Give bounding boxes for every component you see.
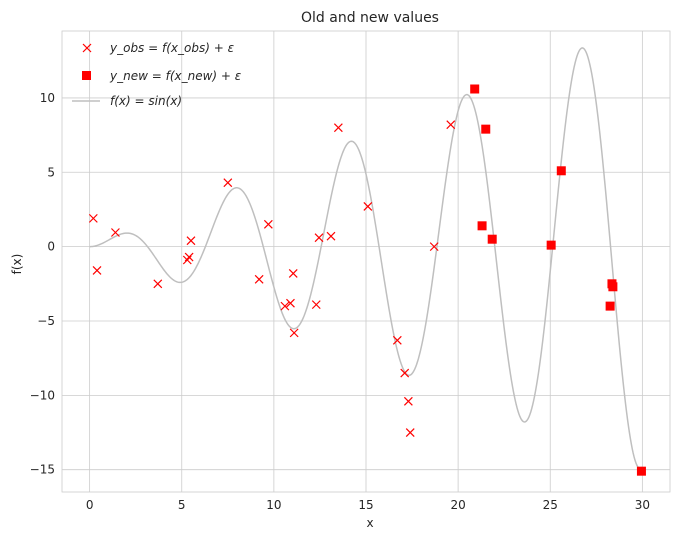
obs-point <box>263 219 273 229</box>
obs-point <box>311 300 321 310</box>
obs-point <box>254 274 264 284</box>
obs-point <box>88 213 98 223</box>
obs-point <box>400 368 410 378</box>
obs-point <box>186 236 196 246</box>
new-point <box>470 84 480 94</box>
obs-point <box>405 428 415 437</box>
obs-point <box>223 178 233 188</box>
x-tick-label: 25 <box>543 498 558 512</box>
obs-point <box>392 335 402 345</box>
new-point <box>636 466 646 476</box>
obs-point <box>92 265 102 275</box>
plot-frame <box>61 30 671 493</box>
y-tick-label: −5 <box>37 314 55 328</box>
obs-point <box>280 301 290 311</box>
new-point <box>477 221 487 231</box>
new-point <box>487 234 497 244</box>
y-axis-label: f(x) <box>10 254 24 275</box>
x-tick-label: 5 <box>178 498 186 512</box>
x-axis-label: x <box>366 516 373 530</box>
obs-point <box>286 298 295 308</box>
obs-point <box>111 228 120 237</box>
legend-marker-new <box>82 71 91 80</box>
obs-point <box>153 279 163 289</box>
legend-marker-obs <box>82 43 92 53</box>
new-point <box>608 282 618 292</box>
x-tick-label: 0 <box>86 498 94 512</box>
obs-point <box>288 268 298 278</box>
legend-label-curve: f(x) = sin(x) <box>110 94 182 108</box>
x-tick-label: 20 <box>450 498 465 512</box>
obs-point <box>446 120 456 130</box>
y-tick-label: −10 <box>30 388 55 402</box>
y-tick-label: 5 <box>47 165 55 179</box>
obs-point <box>184 252 194 262</box>
chart-title: Old and new values <box>301 10 439 26</box>
legend: y_obs = f(x_obs) + ε y_new = f(x_new) + … <box>72 41 242 108</box>
legend-label-obs: y_obs = f(x_obs) + ε <box>109 41 235 55</box>
legend-label-new: y_new = f(x_new) + ε <box>109 69 242 83</box>
points-layer <box>88 84 646 476</box>
obs-point <box>429 242 439 252</box>
x-tick-label: 15 <box>358 498 373 512</box>
new-point <box>546 240 556 250</box>
y-tick-label: 10 <box>40 91 55 105</box>
curve-line <box>89 47 643 470</box>
obs-point <box>289 328 299 338</box>
tick-labels: 0 5 10 15 20 25 30 −15 −10 −5 0 5 10 <box>30 91 650 512</box>
obs-point <box>363 202 373 211</box>
obs-point <box>333 123 343 133</box>
obs-point <box>403 396 413 406</box>
y-tick-label: 0 <box>47 240 55 254</box>
obs-point <box>326 231 336 241</box>
x-tick-label: 10 <box>266 498 281 512</box>
y-tick-label: −15 <box>30 463 55 477</box>
x-tick-label: 30 <box>635 498 650 512</box>
new-point <box>605 301 615 311</box>
new-point <box>481 124 491 134</box>
curve-layer <box>89 47 643 470</box>
obs-point <box>314 233 324 243</box>
new-point <box>556 166 566 176</box>
